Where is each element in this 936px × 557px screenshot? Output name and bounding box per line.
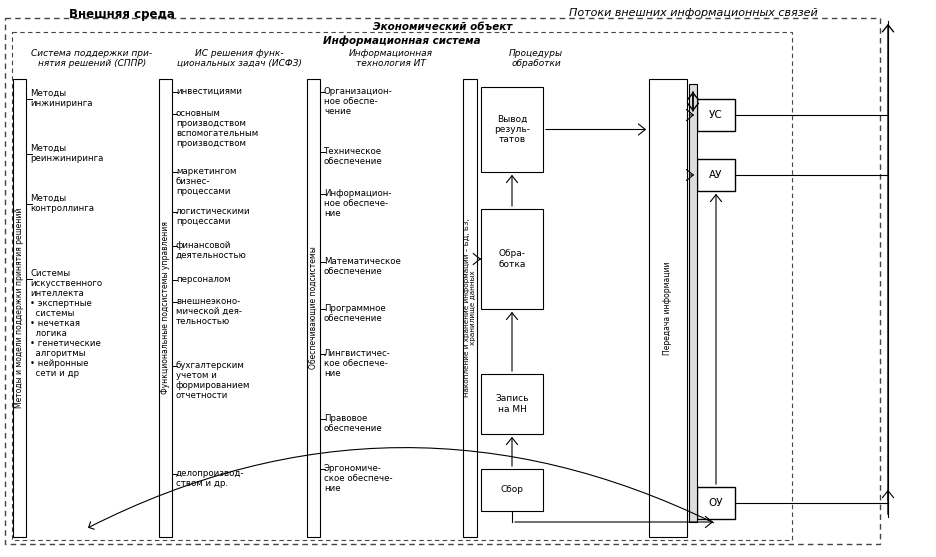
Text: Информационная
технология ИТ: Информационная технология ИТ — [348, 49, 432, 68]
Text: Запись
на МН: Запись на МН — [495, 394, 528, 413]
Text: Сбор: Сбор — [500, 486, 523, 495]
Text: Программное
обеспечение: Программное обеспечение — [324, 304, 386, 323]
Text: Методы
инжиниринга: Методы инжиниринга — [30, 89, 93, 108]
Text: финансовой
деятельностью: финансовой деятельностью — [176, 241, 246, 260]
Text: Информацион-
ное обеспече-
ние: Информацион- ное обеспече- ние — [324, 189, 391, 218]
Text: ОУ: ОУ — [708, 498, 723, 508]
Text: делопроизвод-
ством и др.: делопроизвод- ством и др. — [176, 469, 244, 488]
Text: Система поддержки при-
нятия решений (СППР): Система поддержки при- нятия решений (СП… — [32, 49, 153, 68]
Bar — [696, 99, 734, 131]
Text: маркетингом
бизнес-
процессами: маркетингом бизнес- процессами — [176, 167, 236, 196]
Bar — [649, 79, 686, 537]
Text: персоналом: персоналом — [176, 275, 230, 284]
Text: Внешняя среда: Внешняя среда — [69, 8, 174, 21]
Text: Вывод
резуль-
татов: Вывод резуль- татов — [493, 115, 530, 144]
Text: Техническое
обеспечение: Техническое обеспечение — [324, 147, 382, 166]
Text: Накопление и хранение информации – БД, БЗ,
хранилище данных: Накопление и хранение информации – БД, Б… — [463, 219, 475, 397]
Text: Методы
реинжиниринга: Методы реинжиниринга — [30, 144, 103, 163]
Text: Обра-
ботка: Обра- ботка — [498, 250, 525, 268]
Text: Правовое
обеспечение: Правовое обеспечение — [324, 414, 382, 433]
Bar — [688, 84, 696, 522]
Text: Методы
контроллинга: Методы контроллинга — [30, 194, 94, 213]
Text: Методы и модели поддержки принятия решений: Методы и модели поддержки принятия решен… — [15, 208, 24, 408]
Text: внешнеэконо-
мической дея-
тельностью: внешнеэконо- мической дея- тельностью — [176, 297, 241, 326]
Text: логистическими
процессами: логистическими процессами — [176, 207, 250, 226]
Text: УС: УС — [709, 110, 722, 120]
Bar — [696, 159, 734, 191]
Bar — [159, 79, 172, 537]
Bar — [307, 79, 320, 537]
Text: Потоки внешних информационных связей: Потоки внешних информационных связей — [568, 8, 817, 18]
Text: Эргономиче-
ское обеспече-
ние: Эргономиче- ское обеспече- ние — [324, 464, 392, 493]
Text: Системы
искусственного
интеллекта
• экспертные
  системы
• нечеткая
  логика
• г: Системы искусственного интеллекта • эксп… — [30, 269, 102, 379]
Bar — [480, 87, 543, 172]
Bar — [696, 487, 734, 519]
Text: Математическое
обеспечение: Математическое обеспечение — [324, 257, 401, 276]
Text: основным
производством
вспомогательным
производством: основным производством вспомогательным п… — [176, 109, 258, 148]
Bar — [480, 469, 543, 511]
Text: Организацион-
ное обеспе-
чение: Организацион- ное обеспе- чение — [324, 87, 392, 116]
Text: Передача информации: Передача информации — [663, 261, 672, 355]
Bar — [13, 79, 26, 537]
Text: бухгалтерским
учетом и
формированием
отчетности: бухгалтерским учетом и формированием отч… — [176, 361, 250, 400]
Bar — [462, 79, 476, 537]
Text: Процедуры
обработки: Процедуры обработки — [508, 49, 563, 68]
Text: Функциональные подсистемы управления: Функциональные подсистемы управления — [161, 222, 169, 394]
Text: Лингвистичес-
кое обеспече-
ние: Лингвистичес- кое обеспече- ние — [324, 349, 390, 378]
Text: Информационная система: Информационная система — [323, 35, 480, 46]
Text: инвестициями: инвестициями — [176, 87, 241, 96]
Text: АУ: АУ — [709, 170, 722, 180]
Bar — [480, 374, 543, 434]
Text: ИС решения функ-
циональных задач (ИСФЗ): ИС решения функ- циональных задач (ИСФЗ) — [176, 49, 301, 68]
Bar — [12, 32, 791, 540]
Text: Обеспечивающие подсистемы: Обеспечивающие подсистемы — [309, 247, 317, 369]
Text: Экономический объект: Экономический объект — [373, 22, 512, 32]
Bar — [480, 209, 543, 309]
